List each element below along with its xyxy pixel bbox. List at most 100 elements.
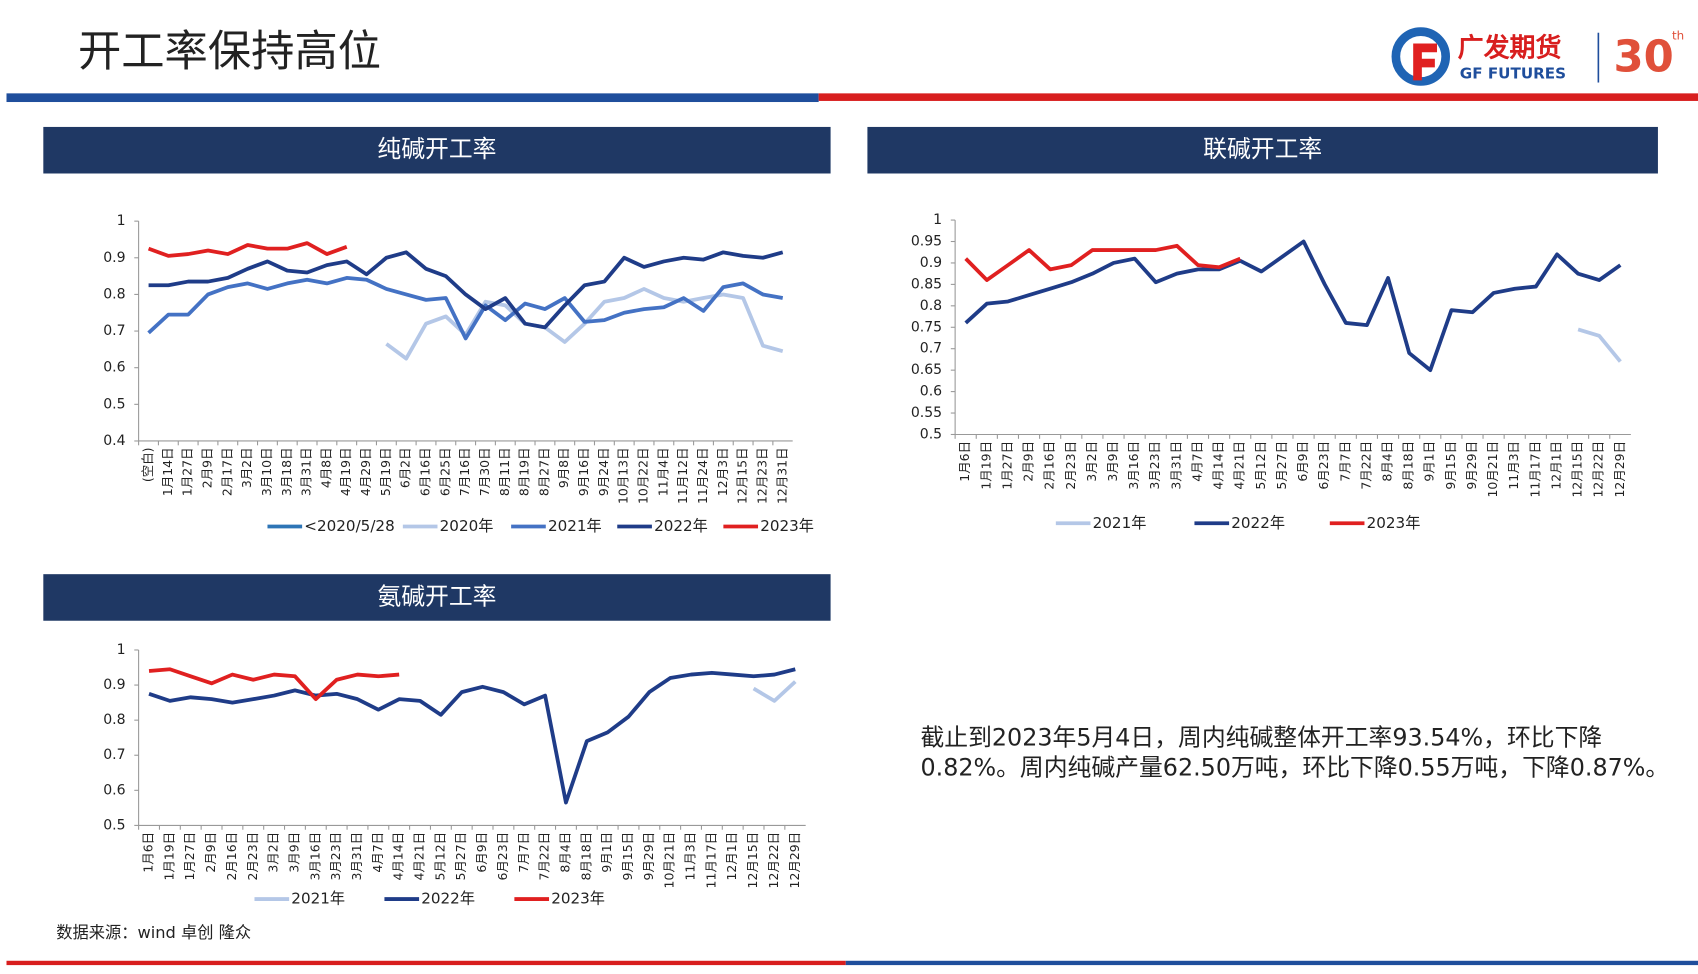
x-tick-label: 2月9日 bbox=[199, 447, 214, 488]
x-tick-label: 7月7日 bbox=[1337, 441, 1352, 482]
x-tick-label: 8月18日 bbox=[1401, 441, 1416, 490]
panel-title: 氨碱开工率 bbox=[377, 582, 496, 610]
x-tick-label: 8月27日 bbox=[536, 447, 551, 496]
x-tick-label: 6月9日 bbox=[474, 832, 489, 873]
header-rule-red bbox=[818, 93, 1698, 101]
x-tick-label: 10月21日 bbox=[1485, 441, 1500, 498]
x-tick-label: 4月7日 bbox=[370, 832, 385, 873]
source: 数据来源：wind 卓创 隆众 bbox=[56, 923, 251, 942]
x-tick-label: 3月10日 bbox=[259, 447, 274, 496]
x-tick-label: 9月15日 bbox=[1443, 441, 1458, 490]
x-tick-label: 3月16日 bbox=[307, 832, 322, 881]
legend-label: 2023年 bbox=[551, 890, 605, 908]
x-tick-label: 6月25日 bbox=[437, 447, 452, 496]
x-tick-label: 3月9日 bbox=[286, 832, 301, 873]
x-tick-label: 2月9日 bbox=[1021, 441, 1036, 482]
series-line bbox=[148, 667, 796, 805]
y-tick-label: 0.7 bbox=[920, 341, 942, 357]
series-line bbox=[752, 680, 797, 703]
x-tick-label: 11月4日 bbox=[655, 447, 670, 496]
series-line bbox=[148, 250, 784, 330]
x-tick-label: 9月29日 bbox=[1464, 441, 1479, 490]
x-tick-label: 5月12日 bbox=[432, 832, 447, 881]
x-tick-label: 12月15日 bbox=[1570, 441, 1585, 498]
note-line: 0.82%。周内纯碱产量62.50万吨，环比下降0.55万吨，下降0.87%。 bbox=[920, 754, 1669, 782]
logo-name: 广发期货 bbox=[1458, 32, 1562, 63]
legend-label: <2020/5/28 bbox=[304, 517, 394, 535]
x-tick-label: 4月29日 bbox=[358, 447, 373, 496]
y-tick-label: 0.95 bbox=[911, 234, 942, 250]
x-tick-label: 12月22日 bbox=[1591, 441, 1606, 498]
x-tick-label: 3月31日 bbox=[299, 447, 314, 496]
x-tick-label: 12月3日 bbox=[715, 447, 730, 496]
x-tick-label: 12月29日 bbox=[787, 832, 802, 889]
x-tick-label: 6月2日 bbox=[398, 447, 413, 488]
y-tick-label: 0.8 bbox=[103, 286, 125, 302]
x-tick-label: 12月1日 bbox=[724, 832, 739, 881]
x-tick-label: 7月7日 bbox=[516, 832, 531, 873]
x-tick-label: 3月2日 bbox=[239, 447, 254, 488]
x-tick-label: 6月23日 bbox=[495, 832, 510, 881]
x-tick-label: 10月21日 bbox=[662, 832, 677, 889]
x-tick-label: 5月27日 bbox=[1274, 441, 1289, 490]
y-tick-label: 0.6 bbox=[103, 360, 125, 376]
x-tick-label: 3月31日 bbox=[1168, 441, 1183, 490]
y-tick-label: 0.5 bbox=[103, 817, 125, 833]
x-tick-label: 3月18日 bbox=[279, 447, 294, 496]
series-line bbox=[964, 243, 1241, 282]
x-tick-label: 12月1日 bbox=[1548, 441, 1563, 490]
logo: 广发期货 GF FUTURES 30 th bbox=[1391, 27, 1684, 86]
y-tick-label: 0.8 bbox=[103, 712, 125, 728]
x-tick-label: 9月29日 bbox=[641, 832, 656, 881]
y-tick-label: 0.5 bbox=[103, 396, 125, 412]
x-tick-label: 7月22日 bbox=[1358, 441, 1373, 490]
y-tick-label: 0.6 bbox=[103, 782, 125, 798]
x-tick-label: 4月21日 bbox=[412, 832, 427, 881]
x-tick-label: 7月30日 bbox=[477, 447, 492, 496]
x-tick-label: 3月16日 bbox=[1126, 441, 1141, 490]
y-tick-label: 0.85 bbox=[911, 276, 942, 292]
x-tick-label: 12月29日 bbox=[1612, 441, 1627, 498]
x-tick-label: 1月27日 bbox=[999, 441, 1014, 490]
x-tick-label: 2月23日 bbox=[245, 832, 260, 881]
x-tick-label: 12月15日 bbox=[735, 447, 750, 504]
x-tick-label: 4月14日 bbox=[391, 832, 406, 881]
x-tick-label: 5月19日 bbox=[378, 447, 393, 496]
x-tick-label: 6月23日 bbox=[1316, 441, 1331, 490]
x-tick-label: 5月27日 bbox=[453, 832, 468, 881]
legend-label: 2021年 bbox=[1093, 514, 1147, 532]
x-tick-label: 6月16日 bbox=[418, 447, 433, 496]
x-tick-label: 9月1日 bbox=[599, 832, 614, 873]
y-tick-label: 0.8 bbox=[920, 298, 942, 314]
x-tick-label: 9月24日 bbox=[596, 447, 611, 496]
x-tick-label: 3月23日 bbox=[1147, 441, 1162, 490]
x-tick-label: 8月11日 bbox=[497, 447, 512, 496]
panel-header bbox=[867, 126, 1658, 174]
x-tick-label: 9月16日 bbox=[576, 447, 591, 496]
y-tick-label: 0.9 bbox=[920, 255, 942, 271]
x-tick-label: 11月3日 bbox=[1506, 441, 1521, 490]
legend-label: 2021年 bbox=[548, 517, 602, 535]
panel-header bbox=[43, 574, 831, 621]
x-tick-label: 2月9日 bbox=[203, 832, 218, 873]
x-tick-label: 4月7日 bbox=[1189, 441, 1204, 482]
x-tick-label: 11月17日 bbox=[1527, 441, 1542, 498]
x-tick-label: 2月17日 bbox=[219, 447, 234, 496]
y-tick-label: 0.9 bbox=[103, 250, 125, 266]
x-tick-label: 9月8日 bbox=[556, 447, 571, 488]
x-tick-label: 11月3日 bbox=[683, 832, 698, 881]
y-tick-label: 1 bbox=[933, 212, 942, 228]
x-tick-label: 3月31日 bbox=[349, 832, 364, 881]
x-tick-label: 2月16日 bbox=[224, 832, 239, 881]
y-tick-label: 0.4 bbox=[103, 433, 125, 449]
logo-suffix: th bbox=[1672, 28, 1684, 42]
x-tick-label: (空白) bbox=[140, 447, 155, 482]
x-tick-label: 8月19日 bbox=[517, 447, 532, 496]
legend-label: 2021年 bbox=[291, 890, 345, 908]
note-line: 截止到2023年5月4日，周内纯碱整体开工率93.54%，环比下降 bbox=[920, 723, 1602, 751]
x-tick-label: 4月8日 bbox=[318, 447, 333, 488]
x-tick-label: 10月22日 bbox=[636, 447, 651, 504]
logo-mark bbox=[1413, 43, 1438, 81]
x-tick-label: 1月27日 bbox=[180, 447, 195, 496]
x-tick-label: 1月6日 bbox=[957, 441, 972, 482]
